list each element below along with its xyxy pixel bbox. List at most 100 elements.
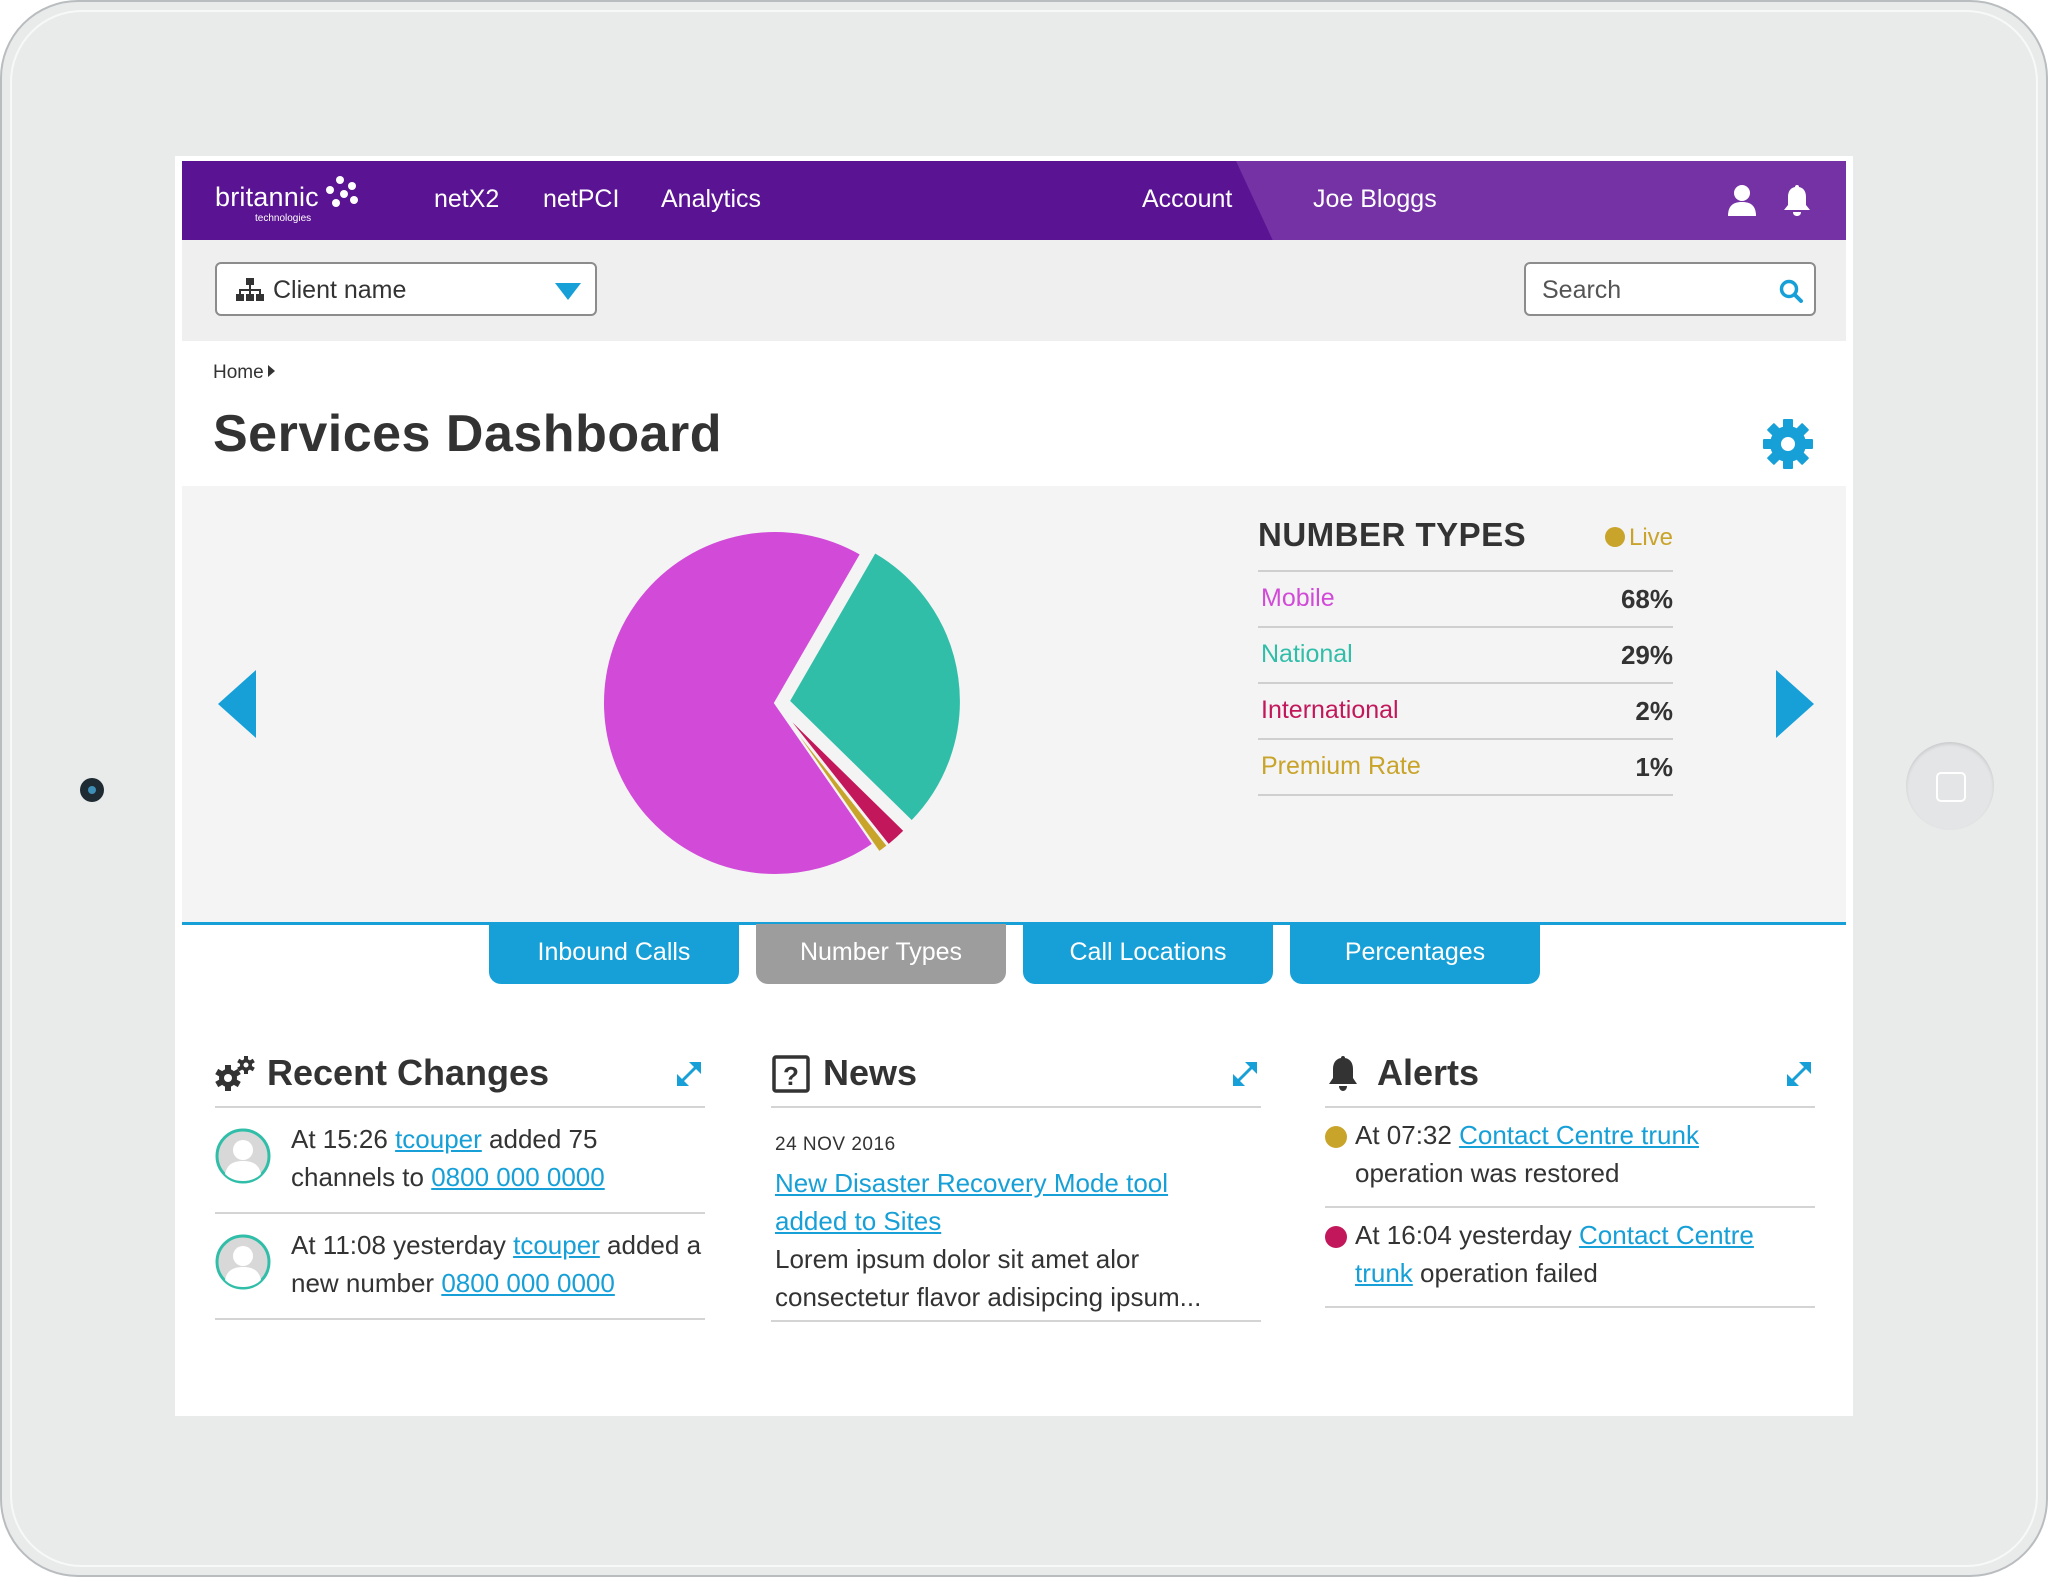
alert-status-dot-icon <box>1325 1226 1347 1248</box>
alert-text: At 07:32 Contact Centre trunk operation … <box>1355 1116 1775 1192</box>
legend-label-international: International <box>1261 696 1399 724</box>
alerts-widget: Alerts At 07:32 Contact Centre trunk ope… <box>1325 1046 1815 1308</box>
search-icon[interactable] <box>1778 278 1804 304</box>
logo-dots-icon <box>324 176 358 210</box>
tab-inbound-calls[interactable]: Inbound Calls <box>489 924 739 984</box>
brand-name: britannic <box>215 182 319 212</box>
breadcrumb-home[interactable]: Home <box>213 362 264 383</box>
legend-value-international: 2% <box>1635 696 1673 726</box>
expand-icon[interactable] <box>673 1058 705 1090</box>
settings-gear-icon[interactable] <box>1762 418 1814 470</box>
change-item: At 11:08 yesterday tcouper added a new n… <box>215 1214 705 1320</box>
expand-icon[interactable] <box>1229 1058 1261 1090</box>
change-middle: added 75 channels to <box>291 1124 598 1192</box>
tablet-bezel <box>10 10 2038 1567</box>
top-nav-bar: britannic technologies netX2 netPCI Anal… <box>182 161 1846 240</box>
widget-header: ? News <box>771 1046 1261 1108</box>
breadcrumb-arrow-icon <box>267 365 275 377</box>
pie-slice-mobile[interactable] <box>602 530 875 876</box>
carousel-prev-arrow-icon[interactable] <box>218 670 256 738</box>
change-middle: added a new number <box>291 1230 702 1298</box>
tab-number-types[interactable]: Number Types <box>756 924 1006 984</box>
chart-tabs: Inbound Calls Number Types Call Location… <box>175 924 1853 984</box>
news-item: 24 NOV 2016 New Disaster Recovery Mode t… <box>771 1108 1261 1322</box>
change-text: At 15:26 tcouper added 75 channels to 08… <box>291 1120 631 1196</box>
page-title: Services Dashboard <box>213 405 723 463</box>
tab-call-locations[interactable]: Call Locations <box>1023 924 1273 984</box>
user-name[interactable]: Joe Bloggs <box>1313 185 1437 213</box>
legend-row: Premium Rate 1% <box>1258 740 1673 796</box>
nav-item-netx2[interactable]: netX2 <box>434 185 500 213</box>
number-types-pie-chart <box>602 530 962 876</box>
widget-title: Alerts <box>1377 1052 1480 1093</box>
chart-panel: NUMBER TYPES Live Mobile 68% National 29… <box>182 486 1846 925</box>
brand-logo[interactable]: britannic technologies <box>215 176 358 224</box>
gears-icon <box>215 1056 255 1091</box>
alert-status-dot-icon <box>1325 1126 1347 1148</box>
user-icon[interactable] <box>1727 183 1757 217</box>
alert-link[interactable]: Contact Centre trunk <box>1459 1120 1699 1150</box>
alert-text: At 16:04 yesterday Contact Centre trunk … <box>1355 1216 1775 1292</box>
chevron-down-icon <box>555 283 581 300</box>
widget-title: Recent Changes <box>267 1052 550 1093</box>
change-prefix: At 15:26 <box>291 1124 396 1154</box>
alert-prefix: At 07:32 <box>1355 1120 1460 1150</box>
legend-row: National 29% <box>1258 628 1673 684</box>
number-link[interactable]: 0800 000 0000 <box>431 1162 605 1192</box>
live-dot-icon <box>1604 527 1625 547</box>
legend-label-mobile: Mobile <box>1261 584 1335 612</box>
change-prefix: At 11:08 yesterday <box>291 1230 514 1260</box>
svg-text:?: ? <box>783 1061 799 1091</box>
user-link[interactable]: tcouper <box>395 1124 482 1154</box>
nav-item-account[interactable]: Account <box>1142 185 1233 213</box>
widget-title: News <box>823 1052 918 1093</box>
widget-header: Recent Changes <box>215 1046 705 1108</box>
search-box <box>1524 262 1816 316</box>
news-content: 24 NOV 2016 New Disaster Recovery Mode t… <box>775 1126 1215 1316</box>
client-select[interactable]: Client name <box>215 262 597 316</box>
alert-item: At 16:04 yesterday Contact Centre trunk … <box>1325 1208 1815 1308</box>
legend-row: Mobile 68% <box>1258 572 1673 628</box>
news-headline-link[interactable]: New Disaster Recovery Mode tool added to… <box>775 1168 1169 1236</box>
legend-value-premium-rate: 1% <box>1635 752 1673 782</box>
bell-icon[interactable] <box>1782 183 1812 217</box>
legend-label-premium-rate: Premium Rate <box>1261 752 1421 780</box>
alert-item: At 07:32 Contact Centre trunk operation … <box>1325 1108 1815 1208</box>
bell-icon <box>1329 1056 1357 1091</box>
client-select-value: Client name <box>273 276 407 304</box>
widget-header: Alerts <box>1325 1046 1815 1108</box>
legend-label-national: National <box>1261 640 1353 668</box>
change-text: At 11:08 yesterday tcouper added a new n… <box>291 1226 711 1302</box>
nav-item-analytics[interactable]: Analytics <box>661 185 762 213</box>
live-status: Live <box>1604 524 1673 552</box>
brand-sub: technologies <box>255 213 312 224</box>
legend-row: International 2% <box>1258 684 1673 740</box>
tab-percentages[interactable]: Percentages <box>1290 924 1540 984</box>
legend-value-national: 29% <box>1620 640 1673 670</box>
user-link[interactable]: tcouper <box>513 1230 600 1260</box>
legend-rows: Mobile 68% National 29% International 2%… <box>1258 570 1673 796</box>
home-button[interactable] <box>1906 742 1994 830</box>
question-icon: ? <box>772 1055 810 1093</box>
pie-slice-premium-rate[interactable] <box>780 710 890 854</box>
avatar <box>215 1128 271 1184</box>
legend-value-mobile: 68% <box>1620 584 1673 614</box>
legend-title: NUMBER TYPES <box>1258 516 1527 553</box>
news-widget: ? News 24 NOV 2016 New Disaster Recovery… <box>771 1046 1261 1322</box>
recent-changes-widget: Recent Changes At 15:26 tcouper added 75… <box>215 1046 705 1320</box>
alert-prefix: At 16:04 yesterday <box>1355 1220 1580 1250</box>
search-input[interactable] <box>1540 274 1764 306</box>
number-link[interactable]: 0800 000 0000 <box>441 1268 615 1298</box>
breadcrumb: Home <box>213 362 275 384</box>
expand-icon[interactable] <box>1783 1058 1815 1090</box>
alert-link[interactable]: Contact Centre trunk <box>1355 1220 1754 1288</box>
org-chart-icon <box>236 278 264 301</box>
alert-suffix: operation was restored <box>1355 1158 1620 1188</box>
carousel-next-arrow-icon[interactable] <box>1776 670 1814 738</box>
nav-item-netpci[interactable]: netPCI <box>543 185 620 213</box>
live-status-label: Live <box>1628 524 1673 551</box>
alert-suffix: operation failed <box>1412 1258 1598 1288</box>
news-date: 24 NOV 2016 <box>775 1134 896 1155</box>
pie-slice-national[interactable] <box>787 550 962 823</box>
